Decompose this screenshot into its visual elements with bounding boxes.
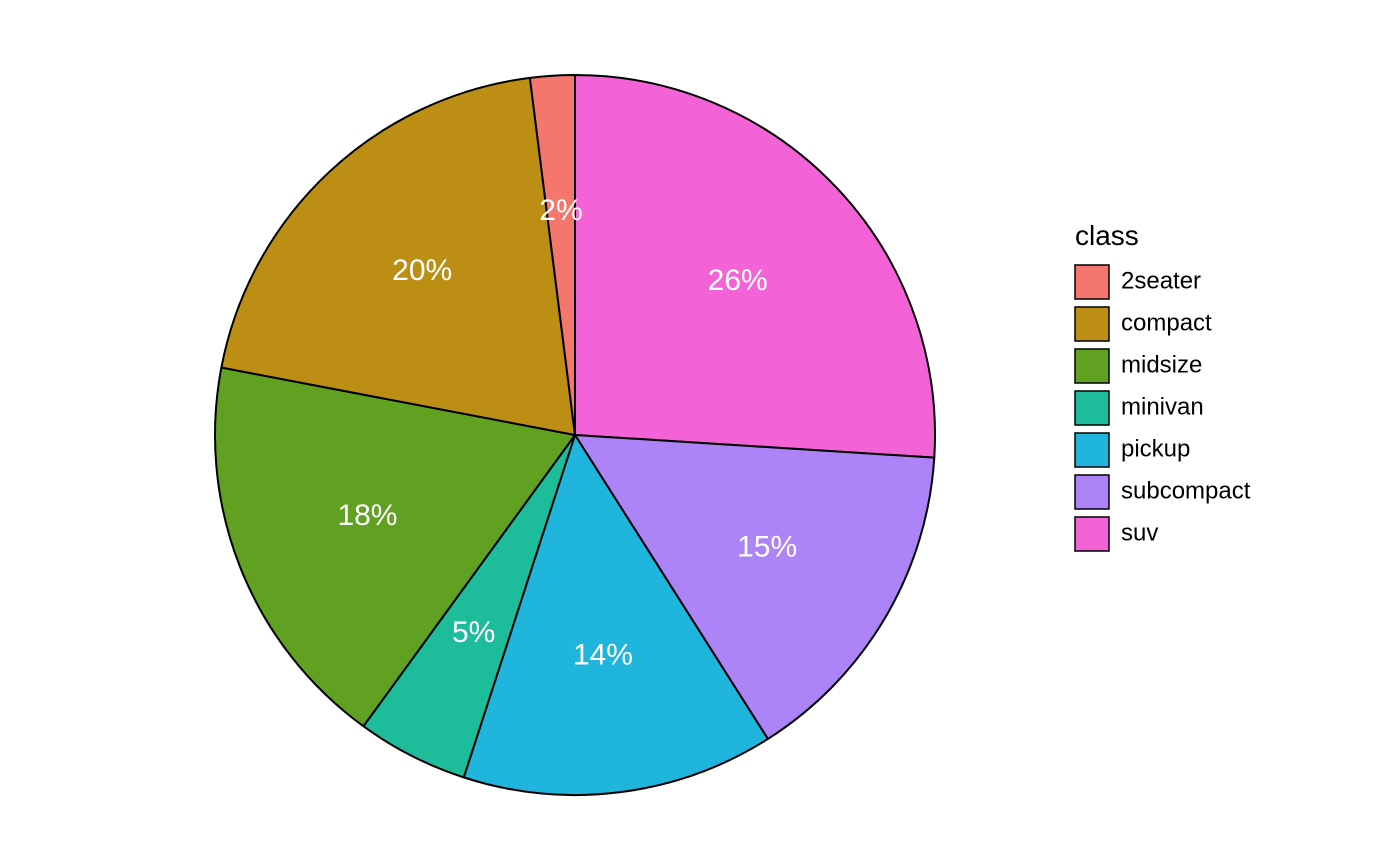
legend-item-midsize: midsize: [1075, 349, 1202, 383]
pie-label-subcompact: 15%: [737, 531, 797, 564]
legend-swatch-compact: [1075, 307, 1109, 341]
legend-item-minivan: minivan: [1075, 391, 1204, 425]
legend-label-2seater: 2seater: [1121, 267, 1201, 294]
legend: class 2seater compact midsize minivan pickup s…: [1075, 220, 1251, 551]
legend-label-minivan: minivan: [1121, 393, 1204, 420]
legend-item-subcompact: subcompact: [1075, 475, 1251, 509]
legend-item-2seater: 2seater: [1075, 265, 1201, 299]
legend-label-subcompact: subcompact: [1121, 477, 1251, 504]
pie-label-midsize: 18%: [337, 499, 397, 532]
legend-item-pickup: pickup: [1075, 433, 1190, 467]
pie-label-2seater: 2%: [539, 194, 582, 227]
pie-slices: [215, 75, 935, 795]
legend-swatch-pickup: [1075, 433, 1109, 467]
legend-title: class: [1075, 220, 1139, 251]
legend-item-suv: suv: [1075, 517, 1158, 551]
legend-item-compact: compact: [1075, 307, 1212, 341]
legend-swatch-subcompact: [1075, 475, 1109, 509]
legend-label-midsize: midsize: [1121, 351, 1202, 378]
legend-swatch-suv: [1075, 517, 1109, 551]
legend-swatch-midsize: [1075, 349, 1109, 383]
legend-label-suv: suv: [1121, 519, 1158, 546]
legend-label-compact: compact: [1121, 309, 1212, 336]
legend-swatch-2seater: [1075, 265, 1109, 299]
pie-label-minivan: 5%: [452, 616, 495, 649]
pie-chart-svg: 26% 15% 14% 5% 18% 20% 2% class 2seater compact mi…: [0, 0, 1400, 866]
legend-label-pickup: pickup: [1121, 435, 1190, 462]
pie-label-compact: 20%: [392, 254, 452, 287]
legend-swatch-minivan: [1075, 391, 1109, 425]
pie-label-suv: 26%: [708, 264, 768, 297]
pie-chart-figure: 26% 15% 14% 5% 18% 20% 2% class 2seater compact mi…: [0, 0, 1400, 866]
pie-label-pickup: 14%: [573, 638, 633, 671]
